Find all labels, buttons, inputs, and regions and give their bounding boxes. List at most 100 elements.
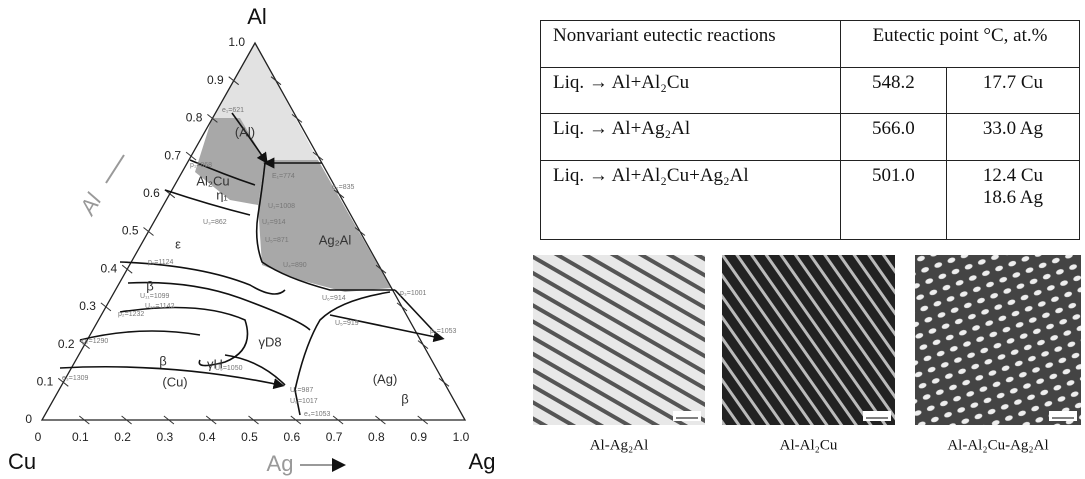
tick-mark [79, 340, 90, 349]
temperature: 566.0 [840, 113, 947, 161]
corner-label: Ag [469, 449, 496, 474]
composition: 33.0 Ag [945, 113, 1081, 161]
composition-line: 17.7 Cu [982, 71, 1044, 93]
point-label: p₂=1232 [118, 311, 144, 318]
corner-label: Al [247, 4, 267, 29]
point-label: U₇=987 [290, 387, 313, 394]
tick-mark [396, 302, 408, 312]
table-row: Liq. → Al+Al₂Cu+Ag₂Al 501.0 12.4 Cu 18.6… [540, 159, 1081, 240]
region-label: ε [175, 236, 181, 251]
bottom-tick-label: 0.3 [157, 430, 174, 444]
left-tick-label: 0.5 [122, 224, 139, 238]
point-label: p₁=1124 [148, 259, 174, 266]
tick-mark [100, 302, 112, 312]
region-label: γH [207, 356, 223, 371]
header-cell: Eutectic point °C, at.% [840, 20, 1080, 68]
tick-mark [143, 227, 154, 236]
left-tick-label: 0.7 [164, 148, 181, 162]
bottom-tick-label: 0.4 [199, 430, 216, 444]
micrograph-caption: Al-Al₂Cu-Ag₂Al [947, 437, 1048, 453]
micrograph [533, 255, 705, 425]
point-label: U₆=914 [322, 295, 346, 302]
bottom-tick-label: 0.9 [410, 430, 427, 444]
left-tick-label: 0.4 [101, 261, 118, 275]
point-label: p₂=1290 [82, 338, 108, 345]
left-tick-label: 0.8 [186, 111, 203, 125]
tick-mark [417, 340, 429, 349]
point-label: p₃=1001 [400, 290, 427, 297]
point-label: U₈=1017 [290, 398, 318, 405]
point-label: p₁=868 [190, 162, 212, 169]
region-label: (Ag) [373, 371, 398, 386]
composition: 17.7 Cu [945, 66, 1081, 114]
region-label: γD8 [258, 334, 281, 349]
tick-mark [207, 114, 218, 123]
bottom-tick-label: 0.6 [283, 430, 300, 444]
table-row: Liq. → Al+Al₂Cu 548.2 17.7 Cu [540, 66, 1081, 114]
reaction: Liq. → Al+Al₂Cu [540, 66, 841, 114]
tick-marks [57, 76, 450, 425]
axis-arrow [105, 154, 125, 184]
tick-mark [291, 114, 303, 123]
left-tick-label: 0.1 [37, 374, 54, 388]
region-label: β [401, 391, 408, 406]
region-label: Ag₂Al [319, 232, 352, 247]
left-tick-label: 0.2 [58, 337, 75, 351]
point-label: U₅=919 [335, 320, 359, 327]
point-label: U₅=871 [265, 237, 289, 244]
tick-mark [270, 76, 282, 86]
bottom-tick-label: 0.8 [368, 430, 385, 444]
point-label: U₁=1008 [268, 203, 295, 210]
scale-bar-box [673, 411, 701, 421]
region-label: η₁ [216, 187, 228, 202]
temperature: 548.2 [840, 66, 947, 114]
micrograph-caption: Al-Al₂Cu [780, 437, 838, 453]
left-tick-label: 0.9 [207, 73, 224, 87]
scale-bar-box [1049, 411, 1077, 421]
point-label: U₃=862 [203, 219, 227, 226]
micrograph-caption: Al-Ag₂Al [590, 437, 649, 453]
tick-mark [163, 415, 175, 425]
bottom-tick-label: 1.0 [453, 430, 470, 444]
point-label: p₅=1053 [430, 328, 456, 335]
reaction: Liq. → Al+Ag₂Al [540, 113, 841, 161]
tick-mark [312, 151, 324, 161]
boundaries [59, 112, 445, 416]
region-ag2al [258, 160, 391, 292]
axis-title: Ag [267, 451, 294, 476]
bottom-tick-label: 0 [35, 430, 42, 444]
tick-mark [57, 377, 69, 387]
scale-bar-box [863, 411, 891, 421]
left-tick-label: 0.3 [79, 299, 96, 313]
left-tick-label: 0.6 [143, 186, 160, 200]
composition: 12.4 Cu 18.6 Ag [945, 159, 1081, 240]
point-label: e₁=621 [222, 107, 244, 114]
region-label: β [146, 278, 153, 293]
tick-mark [375, 264, 387, 274]
tick-mark [248, 415, 259, 425]
tick-mark [228, 76, 240, 86]
composition-line: 33.0 Ag [982, 118, 1044, 139]
tick-mark [121, 415, 132, 425]
axis-title: Al [74, 188, 107, 220]
tick-mark [333, 189, 345, 199]
tick-mark [375, 415, 386, 425]
left-tick-label: 0 [25, 412, 32, 426]
tick-mark [354, 227, 366, 236]
region-label: Al₂Cu [196, 173, 229, 188]
point-label: e₃=1309 [62, 375, 89, 382]
point-label: e₄=1053 [304, 411, 331, 418]
tick-mark [290, 415, 302, 425]
bottom-tick-label: 0.7 [326, 430, 343, 444]
point-label: U₁₁=1099 [140, 293, 170, 300]
point-label: U₄=890 [283, 262, 307, 269]
header-cell: Nonvariant eutectic reactions [540, 20, 841, 68]
micrograph [722, 255, 895, 425]
point-label: U₂=914 [262, 219, 286, 226]
left-tick-label: 1.0 [228, 35, 245, 49]
tick-mark [205, 415, 217, 425]
table-row: Liq. → Al+Ag₂Al 566.0 33.0 Ag [540, 113, 1081, 161]
point-label: U₉=1050 [215, 365, 243, 372]
